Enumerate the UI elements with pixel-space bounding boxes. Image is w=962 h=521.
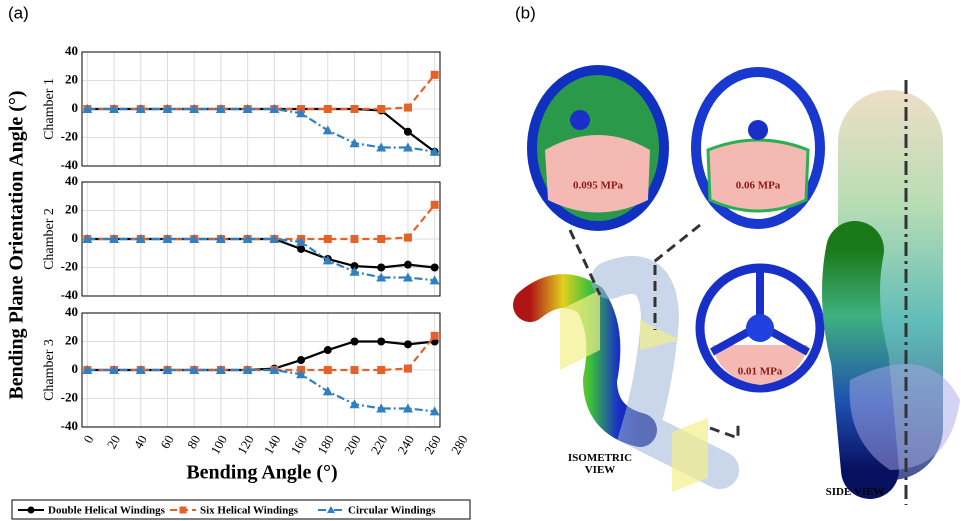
pressure-label: 0.095 MPa [573,180,624,192]
y-tick-label: 20 [65,71,78,86]
marker [351,366,359,374]
x-tick-label: 40 [130,432,149,451]
marker [377,105,385,113]
marker [351,105,359,113]
x-tick-label: 180 [314,432,337,456]
x-tick-label: 60 [157,432,176,451]
marker [351,235,359,243]
x-tick-label: 260 [421,432,444,456]
marker [297,245,305,253]
y-tick-label: -20 [61,258,78,273]
x-tick-label: 220 [368,432,391,456]
y-tick-label: 20 [65,332,78,347]
marker [404,234,412,242]
x-tick-label: 0 [80,432,96,445]
y-tick-label: 40 [65,43,78,58]
chamber [570,110,590,130]
marker [351,338,359,346]
x-tick-label: 120 [234,432,257,456]
chamber-label: Chamber 1 [42,78,57,140]
marker [324,235,332,243]
x-tick-label: 160 [288,432,311,456]
marker [297,356,305,364]
marker [377,264,385,272]
x-tick-label: 80 [184,432,203,451]
marker [324,366,332,374]
marker [431,264,439,272]
view-label: ISOMETRIC VIEW [560,452,640,476]
y-tick-label: 40 [65,173,78,188]
marker [431,201,439,209]
chamber [748,120,768,140]
marker [377,338,385,346]
y-tick-label: 0 [72,100,79,115]
chamber-label: Chamber 2 [42,208,57,270]
y-tick-label: 0 [72,230,79,245]
page: (a) (b) Bending Plane Orientation Angle … [0,0,962,521]
x-tick-label: 140 [261,432,284,456]
marker [404,340,412,348]
marker [324,346,332,354]
legend-label: Double Helical Windings [48,505,166,517]
pressure-label: 0.01 MPa [738,366,783,378]
x-tick-label: 100 [207,432,230,456]
y-tick-label: 20 [65,201,78,216]
y-tick-label: -20 [61,389,78,404]
legend-marker [28,507,35,514]
y-tick-label: 40 [65,304,78,319]
x-tick-label: 240 [394,432,417,456]
legend: Double Helical Windings Six Helical Windi… [18,505,436,517]
legend-marker [180,507,187,514]
legend-label: Six Helical Windings [200,505,299,517]
marker [431,332,439,340]
marker [404,365,412,373]
x-axis-label: Bending Angle (°) [186,462,337,484]
y-tick-label: -40 [61,287,78,302]
pressure-label: 0.06 MPa [736,180,781,192]
marker [377,366,385,374]
y-axis-label: Bending Plane Orientation Angle (°) [6,90,28,399]
core [746,314,774,342]
marker [404,128,412,136]
marker [431,71,439,79]
marker [377,235,385,243]
x-tick-label: 280 [448,432,471,456]
y-tick-label: 0 [72,361,79,376]
marker [404,261,412,269]
y-tick-label: -40 [61,418,78,433]
chamber-label: Chamber 3 [42,339,57,401]
panel-label: (b) [515,3,536,22]
marker [324,105,332,113]
figure: (a) (b) Bending Plane Orientation Angle … [0,0,962,521]
chamber [545,135,650,213]
x-tick-label: 20 [104,432,123,451]
illustration: 0.095 MPa 0.06 MPa 0.01 MPa [530,70,960,505]
marker [404,104,412,112]
view-label: SIDE VIEW [810,486,900,498]
y-tick-label: -40 [61,157,78,172]
legend-label: Circular Windings [348,505,436,517]
panel-label: (a) [8,3,29,22]
x-tick-label: 200 [341,432,364,456]
chamber [708,140,808,211]
y-tick-label: -20 [61,128,78,143]
